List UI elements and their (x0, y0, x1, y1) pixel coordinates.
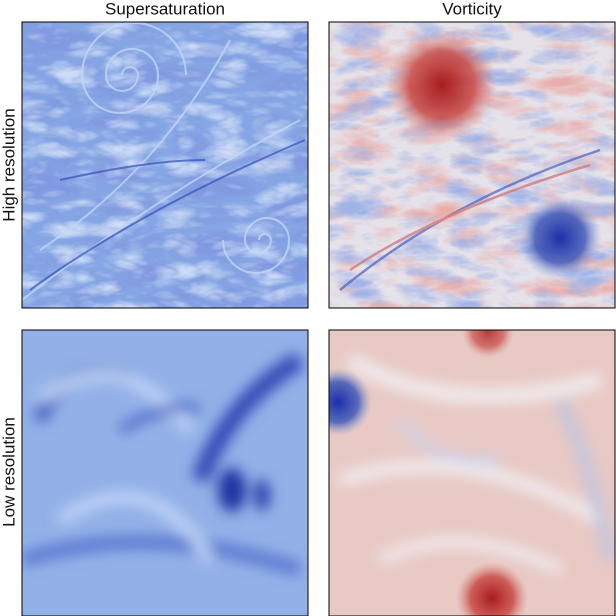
column-title: Supersaturation (105, 0, 225, 18)
row-label: Low resolution (0, 417, 18, 527)
supersaturation-low (22, 330, 308, 616)
panel-frame (21, 21, 309, 309)
column-title: Vorticity (442, 0, 502, 18)
vorticity-high (329, 22, 615, 308)
panel-frame (328, 21, 616, 309)
vorticity-low (329, 330, 615, 616)
panel-frame (328, 329, 616, 616)
row-label: High resolution (0, 108, 18, 221)
panel-frame (21, 329, 309, 616)
supersaturation-high (22, 22, 308, 308)
